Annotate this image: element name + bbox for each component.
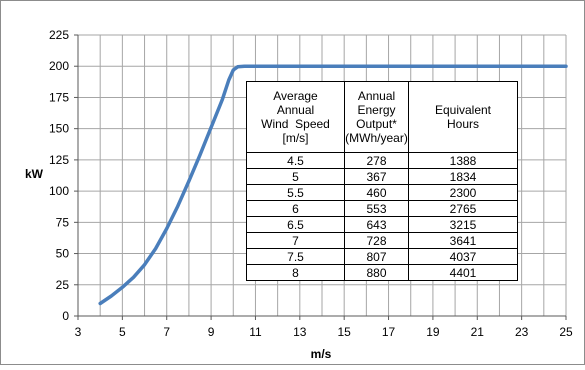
table-cell: 553 xyxy=(344,200,409,217)
table-cell: 728 xyxy=(344,232,409,249)
table-cell: 1834 xyxy=(408,168,518,185)
table-cell: 4.5 xyxy=(246,152,345,169)
x-tick-label: 7 xyxy=(163,325,170,339)
x-tick-label: 21 xyxy=(471,325,485,339)
header-line: [m/s] xyxy=(282,131,309,145)
x-axis-title: m/s xyxy=(311,347,332,361)
y-tick-label: 200 xyxy=(49,59,69,73)
x-tick-label: 19 xyxy=(426,325,440,339)
table-cell: 880 xyxy=(344,264,409,281)
table-row: 6.5 643 3215 xyxy=(246,216,518,233)
x-tick-label: 25 xyxy=(559,325,573,339)
table-cell: 1388 xyxy=(408,152,518,169)
table-cell: 278 xyxy=(344,152,409,169)
power-curve-line xyxy=(98,64,568,306)
table-cell: 2765 xyxy=(408,200,518,217)
y-tick-label: 175 xyxy=(49,90,69,104)
table-cell: 367 xyxy=(344,168,409,185)
table-row: 7 728 3641 xyxy=(246,232,518,249)
table-cell: 5 xyxy=(246,168,345,185)
header-energy-output: Annual Energy Output* (MWh/year) xyxy=(344,81,409,153)
table-row: 5.5 460 2300 xyxy=(246,184,518,201)
table-cell: 3641 xyxy=(408,232,518,249)
y-tick-label: 50 xyxy=(56,247,70,261)
y-tick-label: 125 xyxy=(49,153,69,167)
table-cell: 7.5 xyxy=(246,248,345,265)
y-tick-label: 225 xyxy=(49,28,69,42)
y-tick-label: 75 xyxy=(56,215,70,229)
header-line: Equivalent xyxy=(434,103,492,117)
table-cell: 460 xyxy=(344,184,409,201)
header-line: Wind Speed xyxy=(261,117,330,131)
y-tick-label: 150 xyxy=(49,122,69,136)
header-line: Average xyxy=(273,89,318,103)
table-header-row: Average Annual Wind Speed [m/s] Annual E… xyxy=(246,81,518,153)
table-cell: 643 xyxy=(344,216,409,233)
x-tick-label: 9 xyxy=(208,325,215,339)
axes xyxy=(74,34,567,320)
table-cell: 3215 xyxy=(408,216,518,233)
energy-output-table-container: Average Annual Wind Speed [m/s] Annual E… xyxy=(246,81,518,281)
x-tick-label: 11 xyxy=(249,325,262,339)
header-line: Annual xyxy=(357,89,396,103)
table-row: 7.5 807 4037 xyxy=(246,248,518,265)
x-tick-label: 5 xyxy=(119,325,126,339)
header-wind-speed: Average Annual Wind Speed [m/s] xyxy=(246,81,345,153)
table-row: 6 553 2765 xyxy=(246,200,518,217)
x-tick-label: 23 xyxy=(515,325,529,339)
table-cell: 5.5 xyxy=(246,184,345,201)
x-tick-label: 15 xyxy=(338,325,352,339)
y-tick-label: 0 xyxy=(62,309,69,323)
x-tick-label: 13 xyxy=(293,325,307,339)
header-equivalent-hours: Equivalent Hours xyxy=(408,81,518,153)
table-row: 5 367 1834 xyxy=(246,168,518,185)
table-cell: 2300 xyxy=(408,184,518,201)
table-row: 4.5 278 1388 xyxy=(246,152,518,169)
header-line: Hours xyxy=(446,117,479,131)
y-tick-label: 25 xyxy=(56,278,70,292)
header-line: Annual xyxy=(276,103,315,117)
table-cell: 4401 xyxy=(408,264,518,281)
table-cell: 807 xyxy=(344,248,409,265)
header-line: Output* xyxy=(356,117,397,131)
series xyxy=(98,64,568,306)
y-axis-title: kW xyxy=(25,167,44,181)
y-tick-label: 100 xyxy=(49,184,69,198)
header-line: (MWh/year) xyxy=(345,131,408,145)
energy-output-table: Average Annual Wind Speed [m/s] Annual E… xyxy=(246,81,518,281)
table-cell: 7 xyxy=(246,232,345,249)
tick-labels: 3 5 7 9 11 13 15 17 19 21 23 2502550751001251501752… xyxy=(49,28,573,339)
table-row: 8 880 4401 xyxy=(246,264,518,281)
x-tick-label: 17 xyxy=(382,325,396,339)
table-cell: 8 xyxy=(246,264,345,281)
x-tick-label: 3 xyxy=(75,325,82,339)
table-cell: 6 xyxy=(246,200,345,217)
table-cell: 6.5 xyxy=(246,216,345,233)
header-line: Energy xyxy=(357,103,396,117)
table-cell: 4037 xyxy=(408,248,518,265)
